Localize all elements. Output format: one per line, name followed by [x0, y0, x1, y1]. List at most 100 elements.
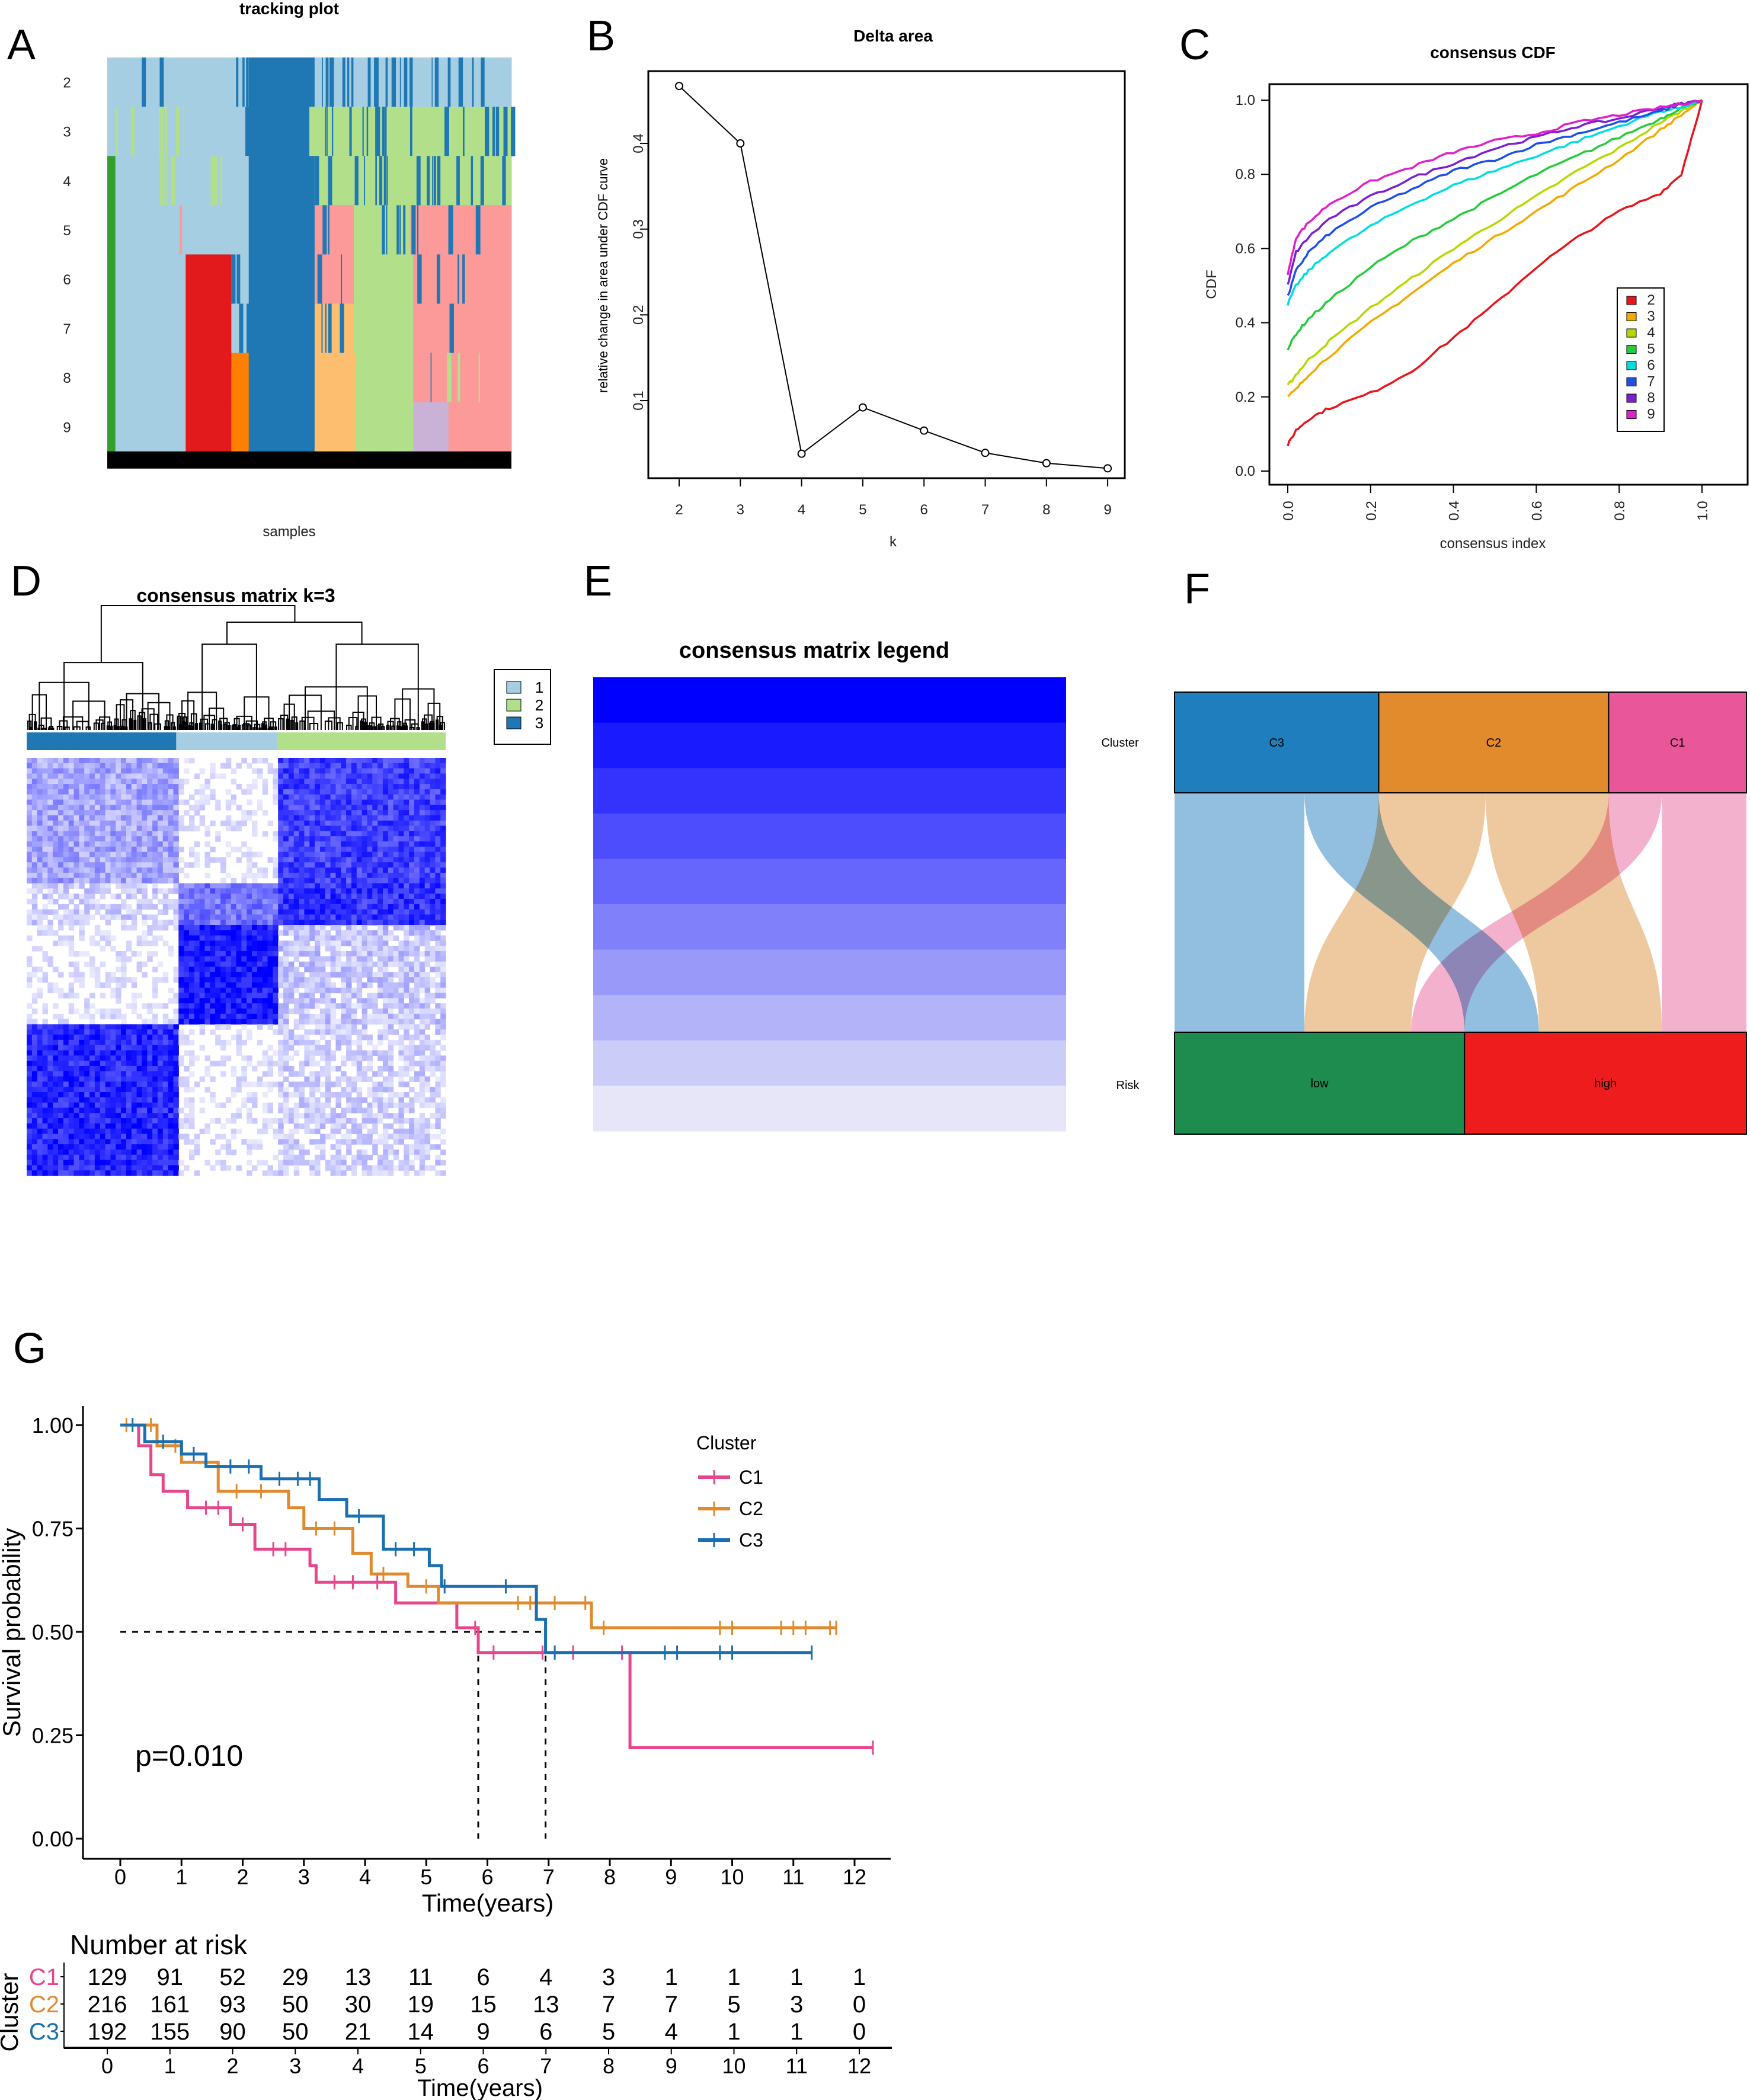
consensus-cell	[152, 768, 158, 774]
consensus-cell	[27, 1123, 33, 1129]
consensus-cell	[47, 1128, 53, 1135]
consensus-cell	[204, 1087, 210, 1093]
consensus-cell	[73, 867, 79, 873]
consensus-cell	[168, 1039, 174, 1046]
consensus-cell	[377, 920, 383, 926]
consensus-cell	[262, 831, 268, 837]
consensus-cell	[47, 784, 53, 790]
consensus-cell	[247, 956, 252, 962]
consensus-cell	[367, 961, 373, 968]
consensus-cell	[168, 857, 174, 863]
consensus-cell	[367, 872, 373, 879]
consensus-cell	[42, 779, 48, 785]
consensus-cell	[79, 925, 85, 931]
consensus-cell	[299, 1097, 305, 1103]
consensus-cell	[184, 1065, 190, 1072]
consensus-cell	[152, 1071, 158, 1077]
consensus-cell	[377, 1065, 383, 1072]
consensus-cell	[84, 831, 90, 837]
consensus-cell	[419, 1061, 425, 1067]
consensus-cell	[382, 825, 389, 831]
consensus-cell	[142, 914, 148, 920]
consensus-cell	[398, 789, 404, 795]
consensus-cell	[430, 898, 436, 905]
consensus-cell	[440, 904, 446, 910]
consensus-cell	[110, 1039, 116, 1046]
consensus-cell	[73, 1009, 79, 1014]
tracking-stripe	[375, 156, 377, 206]
consensus-cell	[126, 1055, 132, 1061]
consensus-cell	[424, 836, 431, 842]
tracking-stripe	[331, 107, 334, 156]
consensus-cell	[361, 872, 368, 879]
consensus-cell	[278, 841, 284, 847]
tracking-stripe	[159, 57, 164, 107]
consensus-cell	[304, 799, 310, 805]
consensus-cell	[283, 846, 289, 853]
consensus-cell	[204, 1055, 210, 1061]
consensus-cell	[63, 763, 69, 769]
consensus-cell	[37, 1097, 43, 1103]
consensus-cell	[404, 799, 409, 805]
consensus-cell	[126, 946, 132, 952]
consensus-cell	[361, 904, 368, 910]
consensus-cell	[188, 1055, 195, 1061]
consensus-cell	[252, 956, 258, 962]
consensus-cell	[351, 961, 357, 968]
consensus-cell	[315, 815, 321, 821]
consensus-cell	[409, 998, 415, 1004]
consensus-cell	[419, 805, 425, 811]
consensus-cell	[236, 846, 242, 853]
tracking-stripe	[314, 156, 319, 206]
consensus-cell	[330, 1081, 337, 1087]
consensus-cell	[393, 846, 399, 853]
consensus-cell	[157, 862, 164, 868]
consensus-cell	[346, 1128, 352, 1135]
consensus-cell	[58, 920, 64, 926]
consensus-cell	[377, 857, 383, 863]
tracking-stripe	[409, 107, 412, 156]
consensus-cell	[262, 993, 268, 998]
consensus-cell	[247, 966, 252, 972]
consensus-cell	[398, 904, 404, 910]
consensus-cell	[94, 966, 101, 972]
consensus-cell	[58, 831, 64, 837]
consensus-cell	[361, 779, 368, 785]
consensus-cell	[121, 1071, 127, 1077]
consensus-cell	[79, 898, 85, 905]
consensus-cell	[247, 1118, 252, 1124]
consensus-cell	[68, 784, 75, 790]
consensus-cell	[110, 987, 116, 994]
consensus-cell	[388, 867, 394, 873]
consensus-cell	[267, 977, 273, 983]
consensus-cell	[372, 930, 378, 936]
consensus-cell	[42, 768, 48, 774]
consensus-cell	[273, 799, 279, 805]
consensus-cell	[58, 993, 64, 998]
consensus-cell	[440, 909, 446, 915]
consensus-cell	[440, 789, 446, 795]
consensus-cell	[210, 1092, 216, 1098]
consensus-cell	[53, 815, 59, 821]
consensus-cell	[73, 825, 79, 831]
consensus-cell	[388, 1003, 394, 1009]
consensus-cell	[110, 784, 116, 790]
consensus-cell	[37, 784, 43, 790]
consensus-cell	[63, 888, 69, 894]
tracking-segment	[107, 254, 116, 304]
consensus-cell	[131, 951, 137, 957]
consensus-cell	[152, 1076, 158, 1082]
consensus-cell	[278, 946, 284, 952]
consensus-cell	[283, 1092, 289, 1098]
consensus-cell	[351, 1019, 357, 1025]
consensus-cell	[79, 1113, 85, 1119]
consensus-cell	[210, 1097, 216, 1103]
consensus-cell	[142, 894, 148, 899]
consensus-cell	[63, 820, 69, 827]
consensus-cell	[68, 925, 75, 931]
consensus-cell	[267, 940, 273, 946]
consensus-cell	[315, 1029, 321, 1035]
consensus-cell	[424, 956, 431, 962]
consensus-cell	[79, 857, 85, 863]
consensus-cell	[157, 831, 164, 837]
